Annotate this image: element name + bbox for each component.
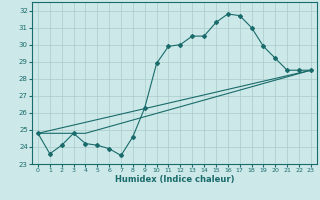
X-axis label: Humidex (Indice chaleur): Humidex (Indice chaleur) xyxy=(115,175,234,184)
